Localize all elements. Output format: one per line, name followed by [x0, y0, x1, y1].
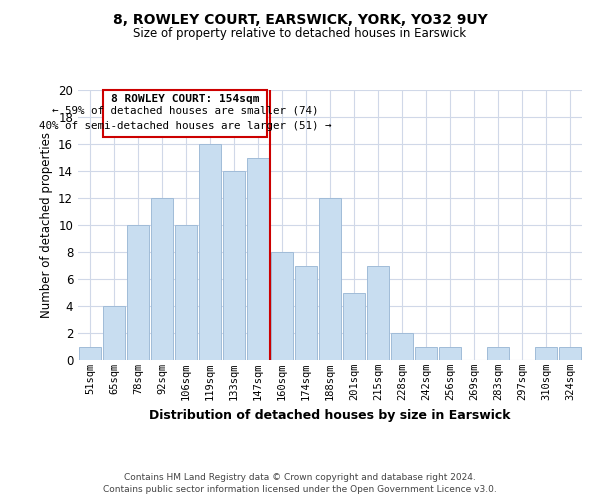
Bar: [343, 292, 365, 360]
Bar: [295, 266, 317, 360]
Bar: [367, 266, 389, 360]
Bar: [247, 158, 269, 360]
Text: 40% of semi-detached houses are larger (51) →: 40% of semi-detached houses are larger (…: [39, 121, 331, 131]
Text: ← 59% of detached houses are smaller (74): ← 59% of detached houses are smaller (74…: [52, 106, 319, 116]
Bar: [439, 346, 461, 360]
Text: 8 ROWLEY COURT: 154sqm: 8 ROWLEY COURT: 154sqm: [111, 94, 259, 104]
Bar: [151, 198, 173, 360]
Bar: [391, 333, 413, 360]
Bar: [415, 346, 437, 360]
Bar: [535, 346, 557, 360]
Text: Contains HM Land Registry data © Crown copyright and database right 2024.: Contains HM Land Registry data © Crown c…: [124, 474, 476, 482]
Text: 8, ROWLEY COURT, EARSWICK, YORK, YO32 9UY: 8, ROWLEY COURT, EARSWICK, YORK, YO32 9U…: [113, 12, 487, 26]
Text: Size of property relative to detached houses in Earswick: Size of property relative to detached ho…: [133, 28, 467, 40]
Bar: [199, 144, 221, 360]
Bar: [271, 252, 293, 360]
Text: Contains public sector information licensed under the Open Government Licence v3: Contains public sector information licen…: [103, 485, 497, 494]
Bar: [319, 198, 341, 360]
Y-axis label: Number of detached properties: Number of detached properties: [40, 132, 53, 318]
Bar: [103, 306, 125, 360]
Bar: [175, 225, 197, 360]
Bar: [127, 225, 149, 360]
Bar: [487, 346, 509, 360]
Bar: [559, 346, 581, 360]
Bar: [223, 171, 245, 360]
X-axis label: Distribution of detached houses by size in Earswick: Distribution of detached houses by size …: [149, 408, 511, 422]
Bar: [79, 346, 101, 360]
FancyBboxPatch shape: [103, 90, 267, 136]
